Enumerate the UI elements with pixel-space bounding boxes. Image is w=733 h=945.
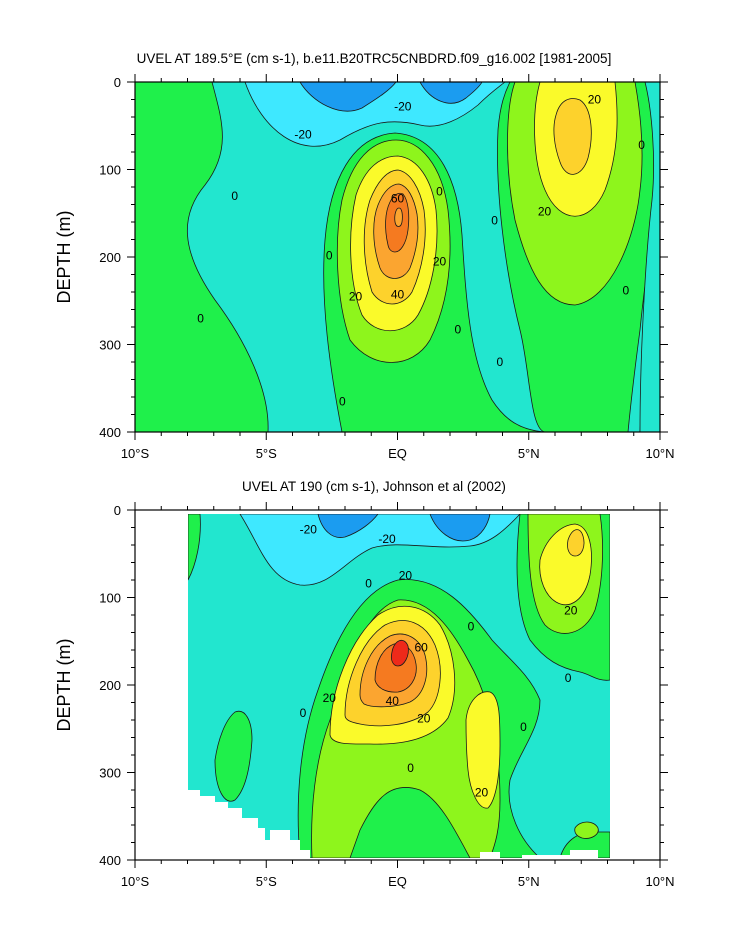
panel-2-contour-label: 20 <box>417 711 431 725</box>
panel-2-y-tick-label: 100 <box>99 591 121 606</box>
panel-2-y-tick-label: 300 <box>99 766 121 781</box>
panel-1-contour-label: 0 <box>231 189 238 203</box>
panel-1-region-core-east <box>553 98 592 175</box>
panel-2-contour-label: 20 <box>323 691 337 705</box>
panel-1-contour-label: 0 <box>491 213 498 227</box>
panel-1-region-weak-east <box>639 82 660 432</box>
panel-1-contour-label: 0 <box>339 394 346 408</box>
panel-1-x-tick-label: EQ <box>388 446 407 461</box>
panel-2-x-tick-label: 10°S <box>121 874 150 889</box>
panel-2-contour-label: 20 <box>475 786 489 800</box>
panel-1-field <box>135 82 660 432</box>
panel-2-x-tick-label: 5°S <box>256 874 277 889</box>
panel-1-contour-label: 0 <box>326 248 333 262</box>
panel-2-region-eastward-se <box>574 821 599 839</box>
panel-2-contour-label: 0 <box>365 577 372 591</box>
panel-2-contour-label: 40 <box>386 694 400 708</box>
panel-1-ylabel: DEPTH (m) <box>54 211 74 304</box>
panel-1-contour-label: 20 <box>538 205 552 219</box>
panel-1-contour-label: 0 <box>455 323 462 337</box>
panel-1-x-tick-label: 5°S <box>256 446 277 461</box>
panel-1-region-strong-westward-1 <box>299 82 397 112</box>
panel-1-x-tick-label: 5°N <box>518 446 540 461</box>
panel-2-x-tick-label: 5°N <box>518 874 540 889</box>
panel-1-y-tick-label: 400 <box>99 425 121 440</box>
panel-1-contour-labels: -20 -20 0 0 0 0 0 0 0 0 0 0 20 20 20 20 40 60 <box>197 93 645 409</box>
panel-1-y-tick-label: 300 <box>99 338 121 353</box>
panel-1-region-core-4 <box>394 207 403 227</box>
panel-2-contour-labels: -20 -20 0 0 0 0 0 0 20 20 20 20 20 40 60 <box>300 522 578 799</box>
panel-1-title: UVEL AT 189.5°E (cm s-1), b.e11.B20TRC5C… <box>137 51 612 66</box>
panel-1-contour-label: 0 <box>638 138 645 152</box>
panel-1-contour-label: 0 <box>436 184 443 198</box>
panel-1-contour-label: 40 <box>391 288 405 302</box>
panel-1-contour-label: 20 <box>349 289 363 303</box>
panel-2: UVEL AT 190 (cm s-1), Johnson et al (200… <box>54 479 675 889</box>
panel-2-y-tick-label: 400 <box>99 853 121 868</box>
panel-2-y-tick-label: 0 <box>114 503 121 518</box>
panel-1-x-tick-label: 10°N <box>645 446 674 461</box>
panel-1-region-weak-eastward-west <box>135 82 269 432</box>
panel-2-region-core-4 <box>390 639 409 667</box>
panel-2-contour-label: 20 <box>399 569 413 583</box>
panel-2-field <box>188 514 610 858</box>
panel-1-region-strong-westward-2 <box>419 82 483 104</box>
panel-2-x-tick-label: EQ <box>388 874 407 889</box>
panel-2-contour-label: -20 <box>378 532 396 546</box>
panel-1-contour-label: 0 <box>497 355 504 369</box>
panel-2-contour-label: 0 <box>407 761 414 775</box>
panel-2-title: UVEL AT 190 (cm s-1), Johnson et al (200… <box>242 479 506 494</box>
panel-2-ylabel: DEPTH (m) <box>54 639 74 732</box>
panel-2-x-tick-label: 10°N <box>645 874 674 889</box>
panel-1-contour-label: 60 <box>391 191 405 205</box>
panel-1-y-tick-label: 0 <box>114 75 121 90</box>
panel-2-contour-label: -20 <box>300 522 318 536</box>
panel-2-region-strong-westward-2 <box>429 514 491 542</box>
panel-1-contour-label: 20 <box>588 93 602 107</box>
panel-1-x-tick-label: 10°S <box>121 446 150 461</box>
panel-1-y-tick-label: 100 <box>99 163 121 178</box>
panel-1-y-tick-label: 200 <box>99 250 121 265</box>
panel-2-region-weak-eastward-west <box>188 514 201 581</box>
panel-1-contour-label: 20 <box>433 254 447 268</box>
panel-1-contour-label: -20 <box>394 100 412 114</box>
panel-2-y-tick-label: 200 <box>99 678 121 693</box>
panel-2-contour-label: 20 <box>564 604 578 618</box>
panel-2-contour-label: 60 <box>414 640 428 654</box>
panel-2-contour-label: 0 <box>520 720 527 734</box>
panel-2-contour-label: 0 <box>468 619 475 633</box>
panel-2-region-strong-westward-1 <box>317 514 379 538</box>
panel-2-contour-label: 0 <box>300 706 307 720</box>
panel-1-contour-label: 0 <box>623 283 630 297</box>
panel-2-region-strong-eastward-south <box>465 691 501 809</box>
panel-2-contour-label: 0 <box>565 671 572 685</box>
panel-1: UVEL AT 189.5°E (cm s-1), b.e11.B20TRC5C… <box>54 51 675 461</box>
panel-1-contour-label: 0 <box>197 311 204 325</box>
panel-2-region-weak-eastward-sw <box>214 710 253 802</box>
panel-1-contour-label: -20 <box>294 128 312 142</box>
panel-2-region-core-east <box>567 529 585 557</box>
